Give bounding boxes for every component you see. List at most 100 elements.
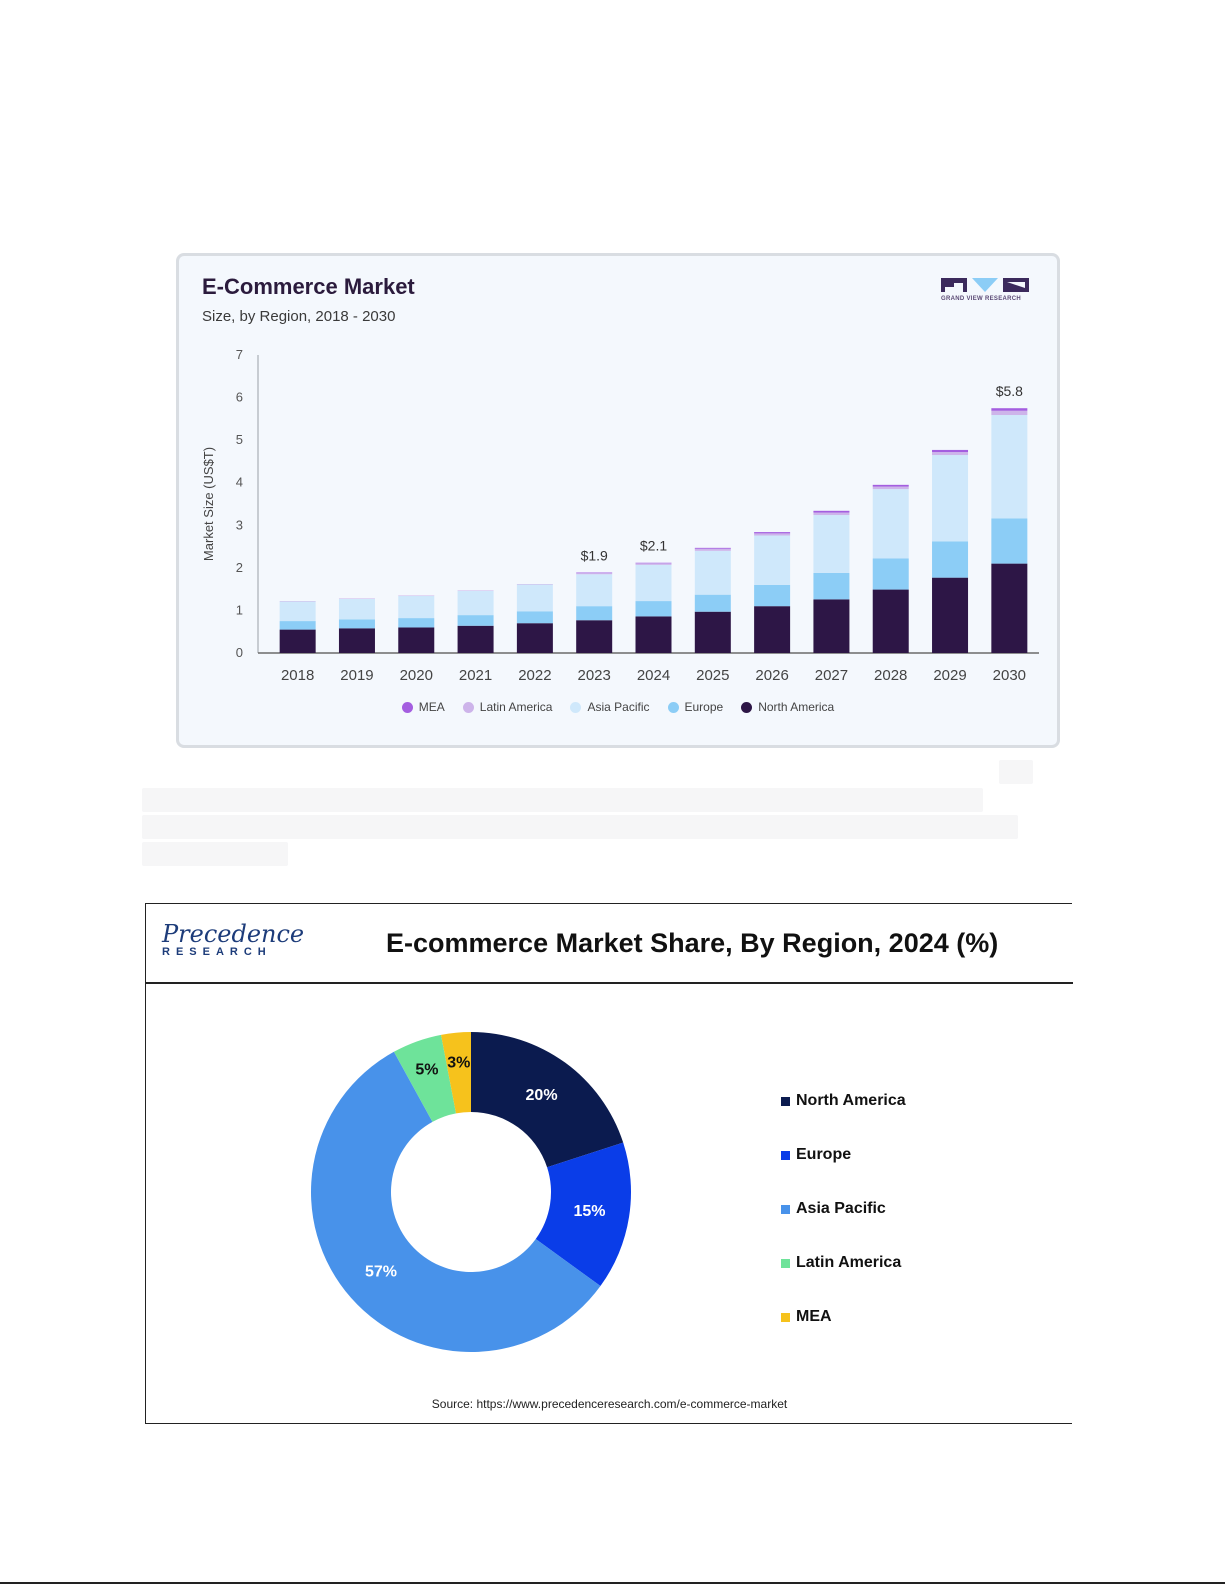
total-data-label: $1.9 — [581, 548, 608, 564]
bar-segment-europe — [872, 558, 909, 590]
chart-subtitle: Size, by Region, 2018 - 2030 — [202, 308, 396, 325]
x-tick-label: 2025 — [696, 667, 729, 684]
bar-segment-asia-pacific — [576, 574, 613, 607]
bar-segment-asia-pacific — [694, 550, 731, 595]
bar-segment-asia-pacific — [635, 564, 672, 602]
obscured-text-line — [999, 760, 1033, 784]
legend-item: North America — [741, 700, 834, 714]
bar-segment-north-america — [694, 611, 731, 653]
legend-item: MEA — [781, 1290, 906, 1344]
x-tick-label: 2019 — [340, 667, 373, 684]
donut-chart-title: E-commerce Market Share, By Region, 2024… — [386, 928, 999, 958]
legend-item: Latin America — [462, 700, 553, 714]
x-tick-label: 2022 — [518, 667, 551, 684]
bar-segment-europe — [813, 572, 850, 600]
legend-item: Asia Pacific — [781, 1182, 906, 1236]
y-tick-label: 3 — [236, 517, 243, 532]
bar-segment-asia-pacific — [516, 584, 553, 612]
legend-item: Europe — [667, 700, 724, 714]
legend-label: Asia Pacific — [587, 700, 650, 714]
obscured-text-line — [142, 815, 1018, 839]
legend-item: Asia Pacific — [570, 700, 650, 714]
bar-segment-latin-america — [457, 590, 494, 591]
bar-segment-latin-america — [932, 452, 969, 456]
bar-segment-mea — [991, 408, 1028, 411]
x-tick-label: 2030 — [993, 667, 1026, 684]
bar-segment-europe — [635, 601, 672, 617]
bar-segment-north-america — [279, 629, 316, 653]
y-tick-label: 7 — [236, 347, 243, 362]
stacked-bar-chart-card: 0 1 2 3 4 5 6 7 Market Size (US$T) 2018 2019 2020 20… — [176, 253, 1060, 748]
donut-chart-legend: North America Europe Asia Pacific Latin Ame… — [781, 1074, 906, 1344]
bar-segment-mea — [694, 547, 731, 549]
bar-segment-latin-america — [872, 486, 909, 490]
legend-swatch — [667, 701, 679, 713]
donut-slice-asia-pacific — [311, 1051, 601, 1352]
bar-segment-asia-pacific — [872, 489, 909, 559]
bar-segment-north-america — [398, 627, 435, 653]
x-tick-label: 2028 — [874, 667, 907, 684]
bar-segment-north-america — [457, 625, 494, 653]
donut-slice-north-america — [471, 1032, 624, 1168]
donut-slice-latin-america — [393, 1034, 457, 1122]
bar-segment-north-america — [754, 606, 791, 653]
legend-item: North America — [781, 1074, 906, 1128]
bar-segment-mea — [813, 510, 850, 513]
bar-segment-latin-america — [635, 563, 672, 565]
bar-segment-europe — [516, 611, 553, 624]
y-tick-label: 0 — [236, 645, 243, 660]
bar-segment-north-america — [813, 599, 850, 653]
y-tick-label: 1 — [236, 602, 243, 617]
legend-label: Asia Pacific — [796, 1200, 886, 1217]
x-tick-label: 2020 — [400, 667, 433, 684]
legend-item: Europe — [781, 1128, 906, 1182]
total-data-label: $2.1 — [640, 538, 667, 554]
bar-segment-north-america — [932, 577, 969, 653]
precedence-logo-sub: RESEARCH — [162, 946, 272, 958]
donut-slice-europe — [535, 1142, 631, 1287]
bar-segment-asia-pacific — [338, 598, 375, 620]
bar-segment-asia-pacific — [398, 595, 435, 619]
stacked-bar-chart: 0 1 2 3 4 5 6 7 Market Size (US$T) 2018 2019 2020 20… — [201, 347, 1039, 684]
bar-segment-europe — [754, 584, 791, 607]
obscured-text-line — [142, 788, 983, 812]
legend-item: MEA — [401, 700, 445, 714]
bar-segment-latin-america — [338, 598, 375, 600]
legend-label: Latin America — [479, 700, 553, 714]
bar-segment-latin-america — [754, 533, 791, 536]
bar-segment-asia-pacific — [991, 415, 1028, 519]
x-tick-label: 2023 — [578, 667, 611, 684]
bar-segment-europe — [457, 615, 494, 626]
bar-segment-europe — [932, 541, 969, 578]
slice-data-label: 5% — [415, 1062, 438, 1079]
precedence-logo-word: Precedence — [162, 920, 305, 948]
slice-data-label: 3% — [447, 1055, 470, 1072]
donut-chart: 20% 15% 57% 5% 3% — [311, 1032, 631, 1352]
bar-segment-latin-america — [279, 601, 316, 602]
y-tick-label: 2 — [236, 560, 243, 575]
bar-segment-north-america — [338, 628, 375, 653]
y-tick-label: 4 — [236, 475, 243, 490]
slice-data-label: 20% — [526, 1087, 558, 1104]
total-data-label: $5.8 — [996, 383, 1023, 399]
bar-segment-asia-pacific — [279, 601, 316, 622]
bar-segment-asia-pacific — [457, 590, 494, 616]
x-tick-label: 2024 — [637, 667, 670, 684]
legend-swatch — [781, 1096, 790, 1106]
x-tick-label: 2029 — [933, 667, 966, 684]
bar-segment-mea — [754, 532, 791, 534]
bar-segment-asia-pacific — [754, 535, 791, 585]
legend-label: Europe — [684, 700, 724, 714]
bar-segment-latin-america — [694, 548, 731, 551]
bar-segment-north-america — [635, 616, 672, 653]
x-tick-label: 2021 — [459, 667, 492, 684]
y-tick-label: 5 — [236, 432, 243, 447]
legend-swatch — [781, 1150, 790, 1160]
legend-label: Latin America — [796, 1254, 902, 1271]
precedence-research-logo: Precedence RESEARCH — [162, 920, 305, 966]
bar-segment-latin-america — [576, 572, 613, 575]
bar-segment-europe — [991, 518, 1028, 564]
bar-segment-latin-america — [813, 512, 850, 516]
legend-label: Europe — [796, 1146, 852, 1163]
